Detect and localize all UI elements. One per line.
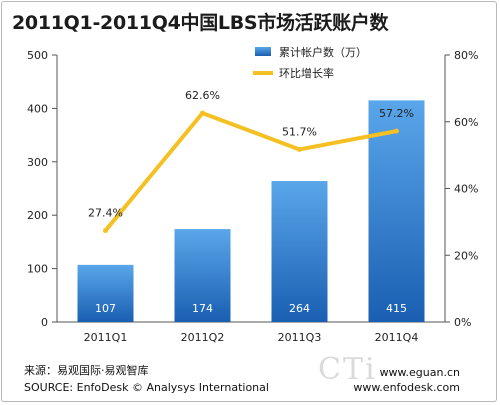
bar-2011Q3 [271,181,328,322]
right-tick-label: 40% [454,183,478,196]
legend-line-label: 环比增长率 [279,66,334,80]
chart-title: 2011Q1-2011Q4中国LBS市场活跃账户数 [12,12,389,34]
left-tick-label: 400 [27,102,48,115]
growth-rate-point [200,110,205,116]
left-tick-label: 500 [27,49,48,62]
growth-rate-point [394,128,399,134]
bar-value-label: 415 [386,302,407,315]
growth-rate-label: 51.7% [282,125,317,138]
growth-rate-label: 62.6% [185,89,220,102]
bar-2011Q2 [174,229,231,322]
watermark: CTi [318,352,377,387]
x-tick-label: 2011Q1 [84,331,128,344]
x-tick-label: 2011Q3 [278,331,322,344]
site-eguan: www.eguan.cn [379,366,460,379]
x-tick-label: 2011Q4 [375,331,419,344]
right-tick-label: 0% [454,316,471,329]
bar-value-label: 107 [95,302,116,315]
right-tick-label: 60% [454,116,478,129]
growth-rate-label: 57.2% [379,107,414,120]
source-cn: 来源：易观国际·易观智库 [24,364,149,377]
left-tick-label: 0 [41,316,48,329]
left-tick-label: 300 [27,156,48,169]
x-tick-label: 2011Q2 [181,331,225,344]
bar-value-label: 174 [192,302,213,315]
legend-bar-swatch [255,47,271,56]
site-enfodesk: www.enfodesk.com [353,381,460,394]
right-tick-label: 20% [454,249,478,262]
growth-rate-label: 27.4% [88,207,123,220]
source-en: SOURCE: EnfoDesk © Analysys Internationa… [24,381,269,394]
growth-rate-point [103,228,108,234]
growth-rate-line [103,111,399,233]
left-tick-label: 200 [27,209,48,222]
legend-bar-label: 累计帐户数（万） [279,45,367,59]
left-tick-label: 100 [27,263,48,276]
bar-2011Q4 [368,100,425,322]
right-tick-label: 80% [454,49,478,62]
bar-2011Q1 [77,264,134,322]
bar-value-label: 264 [289,302,310,315]
growth-rate-point [297,146,302,152]
